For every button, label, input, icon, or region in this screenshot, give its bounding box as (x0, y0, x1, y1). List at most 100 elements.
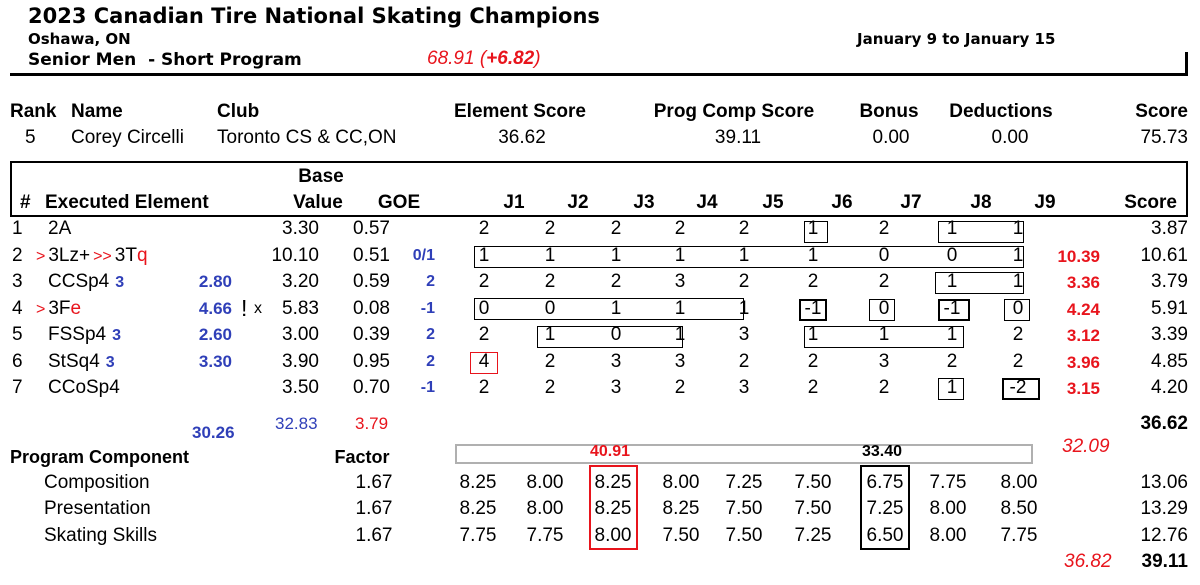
pc-annot-total: 36.82 (1064, 551, 1112, 572)
judge-score-j3: 2 (610, 271, 622, 292)
pc-judge-j1: 7.75 (459, 525, 497, 546)
judge-score-j2: 2 (544, 218, 556, 239)
summary-rank: 5 (25, 127, 36, 148)
judge-score-j1: 4 (478, 350, 490, 372)
judge-box-11 (804, 326, 964, 348)
col-bonus-header: Bonus (859, 101, 919, 122)
element-suffix: q (136, 244, 148, 266)
pc-header: Program Component (10, 447, 190, 467)
judge-score-j8: 1 (946, 377, 958, 398)
element-goe: 0.57 (353, 218, 390, 239)
pc-j7-highlight (860, 465, 910, 550)
pc-judge-j5: 7.25 (725, 472, 763, 493)
el-num-header: # (20, 192, 31, 213)
pc-judge-j9: 8.50 (1000, 498, 1038, 519)
pc-judge-j1: 8.25 (459, 498, 497, 519)
element-goe-annot: 0/1 (412, 246, 435, 264)
note-end: ) (534, 48, 541, 69)
el-element-header: Executed Element (45, 192, 209, 213)
judge-score-j1: 2 (478, 377, 490, 398)
element-code: StSq4 (48, 350, 100, 372)
element-name: StSq4 3 (48, 351, 115, 373)
elements-total-score: 36.62 (1140, 413, 1188, 434)
judge-score-j8: 1 (946, 324, 958, 345)
judge-header-4: J4 (696, 192, 718, 213)
judge-score-j4: 3 (674, 350, 686, 372)
judge-score-j1: 1 (478, 244, 490, 266)
element-prefix: > (36, 300, 46, 318)
judge-box-9 (1004, 299, 1030, 321)
judge-score-j4: 1 (674, 244, 686, 266)
pc-name: Composition (44, 472, 150, 493)
col-club-header: Club (217, 101, 260, 122)
judge-score-j1: 0 (478, 297, 490, 319)
element-score: 4.85 (1151, 350, 1188, 372)
pc-judge-j3: 8.00 (594, 525, 632, 546)
element-score: 5.91 (1151, 297, 1188, 319)
judge-box-12 (470, 352, 498, 374)
element-base: 3.20 (282, 271, 319, 292)
judge-score-j3: 0 (610, 324, 622, 345)
col-pcs-header: Prog Comp Score (653, 101, 815, 122)
judge-score-j6: -1 (804, 297, 822, 319)
summary-score: 75.73 (1140, 127, 1188, 148)
judge-score-j2: 0 (544, 297, 556, 319)
pc-judge-j8: 7.75 (929, 472, 967, 493)
annot-total-value: 30.26 (192, 423, 235, 442)
judge-score-j6: 2 (807, 271, 819, 292)
pc-judge-j6: 7.25 (794, 525, 832, 546)
element-name: CCoSp4 (48, 377, 120, 399)
col-name-header: Name (71, 101, 123, 122)
judge-score-j7: 3 (878, 350, 890, 372)
element-goe-annot: -1 (420, 299, 435, 317)
event-title: 2023 Canadian Tire National Skating Cham… (28, 4, 600, 28)
element-num: 2 (12, 244, 23, 266)
element-mark: ! (241, 294, 248, 321)
element-name: 2A (48, 218, 71, 240)
pc-judge-j8: 8.00 (929, 525, 967, 546)
judge-score-j8: 1 (946, 218, 958, 239)
pc-judge-j3: 8.25 (594, 472, 632, 493)
element-prefix: > (36, 247, 46, 265)
judge-score-j5: 3 (738, 324, 750, 345)
judge-score-j2: 2 (544, 377, 556, 398)
judge-box-8 (938, 299, 970, 321)
pc-judge-j2: 8.00 (526, 472, 564, 493)
element-code: CCoSp4 (48, 377, 120, 398)
summary-element-score: 36.62 (498, 127, 546, 148)
element-name: FSSp4 3 (48, 324, 121, 346)
pc-j3-highlight (589, 465, 638, 550)
el-base-header-top: Base (298, 166, 344, 187)
element-goe: 0.95 (353, 350, 390, 372)
col-deductions-header: Deductions (949, 101, 1053, 122)
judge-header-3: J3 (633, 192, 655, 213)
pc-judge-j7: 6.75 (866, 472, 904, 493)
judge-header-6: J6 (831, 192, 853, 213)
element-annot: 2.60 (198, 325, 232, 344)
element-annot: 3.30 (198, 351, 232, 371)
pc-judge-j1: 8.25 (459, 472, 497, 493)
element-prefix-2: >> (93, 247, 112, 265)
judge-score-j3: 2 (610, 218, 622, 239)
element-code: FSSp4 (48, 324, 107, 345)
judge-score-j3: 3 (610, 350, 622, 372)
el-goe-header: GOE (377, 192, 421, 213)
summary-club: Toronto CS & CC,ON (217, 127, 397, 148)
element-code-2: 3T (114, 244, 137, 266)
pc-factor: 1.67 (355, 525, 393, 546)
judge-score-j9: 1 (1012, 218, 1024, 239)
judge-score-j6: 2 (807, 350, 819, 372)
element-score: 4.20 (1151, 377, 1188, 398)
element-num: 4 (12, 297, 23, 319)
judge-score-j9: 1 (1012, 244, 1024, 266)
element-num: 5 (12, 324, 23, 345)
judge-score-j7: 1 (878, 324, 890, 345)
element-goe-annot: 2 (426, 326, 435, 343)
judge-score-j6: 1 (807, 244, 819, 266)
summary-pcs: 39.11 (714, 127, 762, 148)
pc-annot-right: 33.40 (861, 443, 903, 460)
element-code: 3Lz+ (48, 244, 91, 266)
judge-header-5: J5 (762, 192, 784, 213)
judge-score-j2: 2 (544, 271, 556, 292)
judge-score-j5: 2 (738, 350, 750, 372)
